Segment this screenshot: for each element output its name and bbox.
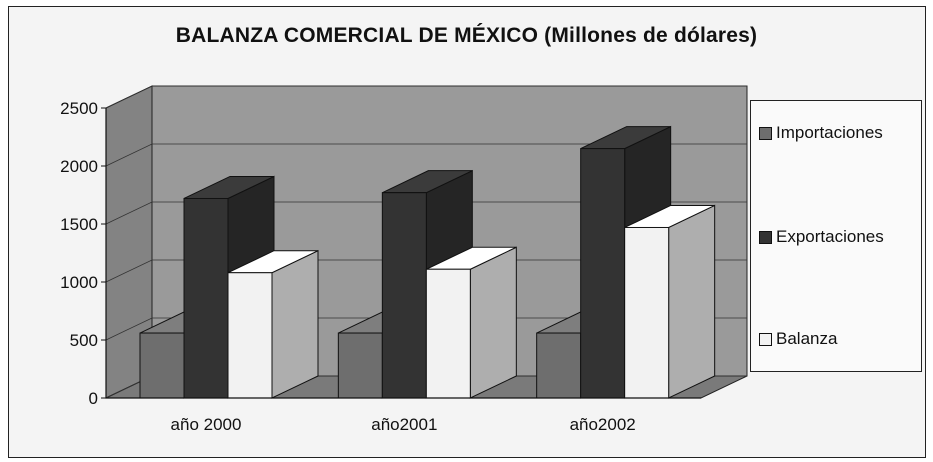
y-axis: 0 500 1000 1500 2000 2500 xyxy=(60,99,107,408)
legend-item-exportaciones: Exportaciones xyxy=(759,227,884,247)
bar-front xyxy=(536,332,582,399)
x-tick-label: año2001 xyxy=(371,415,437,434)
chart-title: BALANZA COMERCIAL DE MÉXICO (Millones de… xyxy=(175,24,758,47)
gridline xyxy=(105,317,747,341)
legend-swatch-importaciones xyxy=(759,126,772,140)
bar-front xyxy=(183,197,229,399)
legend-label-balanza: Balanza xyxy=(776,329,838,348)
gridline xyxy=(105,201,747,225)
bar-front xyxy=(624,226,670,399)
legend-label-exportaciones: Exportaciones xyxy=(776,227,884,246)
legend-item-importaciones: Importaciones xyxy=(759,123,883,143)
bar-front xyxy=(139,332,185,399)
x-tick-label: año 2000 xyxy=(171,415,242,434)
y-tick-label: 1500 xyxy=(60,215,98,234)
gridline xyxy=(105,143,747,167)
gridline xyxy=(105,259,747,283)
bar-balanza xyxy=(227,249,319,399)
bar-front xyxy=(381,192,427,399)
y-tick-label: 2500 xyxy=(60,99,98,118)
bar-front xyxy=(337,332,383,399)
y-tick-label: 1000 xyxy=(60,273,98,292)
bar-side xyxy=(271,249,319,399)
bar-front xyxy=(227,272,273,399)
y-tick-label: 0 xyxy=(89,389,98,408)
bar-balanza xyxy=(425,246,517,399)
bar-front xyxy=(580,148,626,399)
bars xyxy=(139,125,716,399)
bar-front xyxy=(425,268,471,399)
gridline xyxy=(105,85,747,109)
bar-balanza xyxy=(624,204,716,399)
bar-side xyxy=(469,246,517,399)
legend-swatch-exportaciones xyxy=(759,230,772,244)
legend-swatch-balanza xyxy=(759,332,772,346)
legend: Importaciones Exportaciones Balanza xyxy=(750,100,922,372)
x-axis: año 2000 año2001 año2002 xyxy=(106,397,701,434)
y-tick-label: 2000 xyxy=(60,157,98,176)
legend-label-importaciones: Importaciones xyxy=(776,123,883,142)
legend-item-balanza: Balanza xyxy=(759,329,837,349)
x-tick-label: año2002 xyxy=(570,415,636,434)
y-tick-label: 500 xyxy=(70,331,98,350)
bar-side xyxy=(668,204,716,399)
